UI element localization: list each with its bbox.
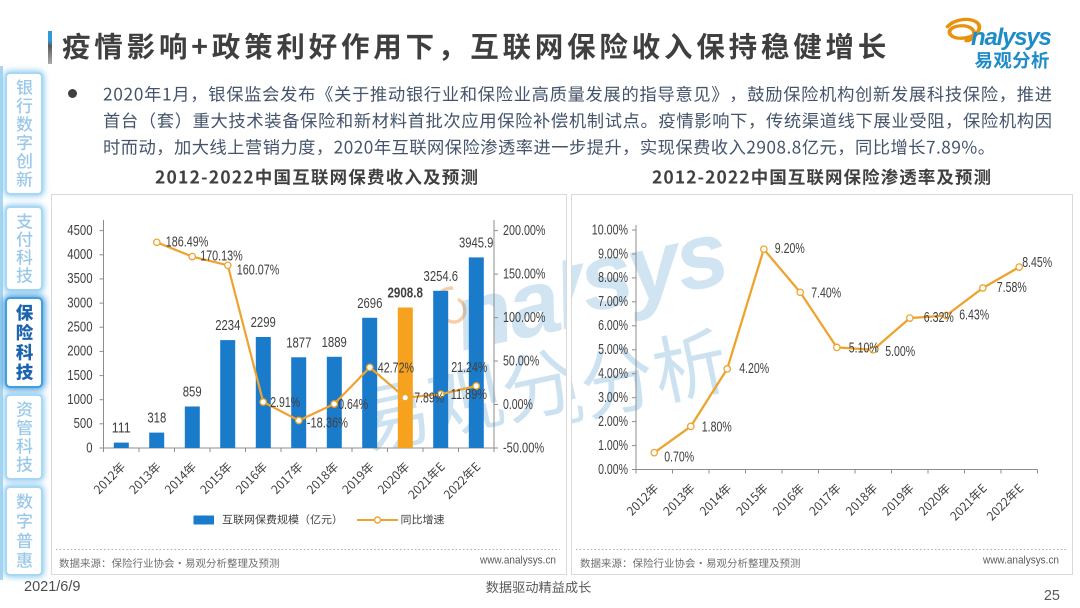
svg-text:7.00%: 7.00% <box>598 294 628 310</box>
svg-text:5.00%: 5.00% <box>598 342 628 358</box>
svg-text:6.32%: 6.32% <box>924 310 954 326</box>
svg-text:8.45%: 8.45% <box>1022 255 1052 271</box>
svg-text:111: 111 <box>112 421 131 437</box>
svg-text:2299: 2299 <box>251 315 276 331</box>
svg-text:4.20%: 4.20% <box>739 361 769 377</box>
svg-text:3000: 3000 <box>67 295 92 311</box>
svg-text:9.00%: 9.00% <box>598 246 628 262</box>
svg-text:0.00%: 0.00% <box>503 397 533 413</box>
svg-text:3500: 3500 <box>67 271 92 287</box>
svg-text:-50.00%: -50.00% <box>503 440 544 456</box>
svg-text:2000: 2000 <box>67 344 92 360</box>
svg-text:www.analysys.cn: www.analysys.cn <box>982 555 1059 567</box>
svg-text:7.40%: 7.40% <box>811 285 841 301</box>
svg-text:4.00%: 4.00% <box>598 366 628 382</box>
svg-text:200.00%: 200.00% <box>503 223 546 239</box>
svg-text:4000: 4000 <box>67 247 92 263</box>
svg-text:100.00%: 100.00% <box>503 310 546 326</box>
svg-text:8.00%: 8.00% <box>598 270 628 286</box>
svg-text:2908.8: 2908.8 <box>387 286 423 302</box>
svg-text:0.64%: 0.64% <box>338 397 368 413</box>
svg-text:2234: 2234 <box>215 318 240 334</box>
svg-text:0.70%: 0.70% <box>664 450 694 466</box>
svg-text:2.00%: 2.00% <box>598 414 628 430</box>
svg-text:2696: 2696 <box>357 296 382 312</box>
svg-text:1000: 1000 <box>67 392 92 408</box>
svg-text:21.24%: 21.24% <box>451 360 487 376</box>
svg-text:3945.9: 3945.9 <box>459 235 494 251</box>
svg-text:1877: 1877 <box>286 335 311 351</box>
svg-text:www.analysys.cn: www.analysys.cn <box>479 555 556 567</box>
svg-text:-18.36%: -18.36% <box>307 416 348 432</box>
svg-text:186.49%: 186.49% <box>166 234 209 250</box>
svg-text:0.00%: 0.00% <box>598 462 628 478</box>
svg-text:500: 500 <box>74 416 93 432</box>
svg-text:50.00%: 50.00% <box>503 353 539 369</box>
svg-text:160.07%: 160.07% <box>237 262 280 278</box>
svg-text:7.89%: 7.89% <box>414 391 444 407</box>
svg-text:5.10%: 5.10% <box>849 340 879 356</box>
svg-text:150.00%: 150.00% <box>503 266 546 282</box>
svg-text:11.89%: 11.89% <box>451 387 487 403</box>
svg-text:6.43%: 6.43% <box>959 308 989 324</box>
svg-text:1.00%: 1.00% <box>598 438 628 454</box>
svg-text:1500: 1500 <box>67 368 92 384</box>
svg-text:7.58%: 7.58% <box>997 280 1027 296</box>
svg-text:2.91%: 2.91% <box>270 395 300 411</box>
svg-text:25: 25 <box>1044 588 1060 604</box>
svg-text:1.80%: 1.80% <box>702 419 732 435</box>
svg-text:5.00%: 5.00% <box>885 344 915 360</box>
svg-text:9.20%: 9.20% <box>775 241 805 257</box>
svg-text:10.00%: 10.00% <box>592 222 628 238</box>
svg-text:2500: 2500 <box>67 320 92 336</box>
svg-text:4500: 4500 <box>67 223 92 239</box>
svg-text:0: 0 <box>86 440 92 456</box>
svg-text:1889: 1889 <box>322 335 347 351</box>
svg-text:3.00%: 3.00% <box>598 390 628 406</box>
svg-text:3254.6: 3254.6 <box>424 269 459 285</box>
svg-text:170.13%: 170.13% <box>200 249 243 265</box>
svg-text:42.72%: 42.72% <box>378 360 414 376</box>
svg-text:6.00%: 6.00% <box>598 318 628 334</box>
svg-text:nalysys: nalysys <box>971 24 1052 51</box>
svg-text:318: 318 <box>147 411 166 427</box>
svg-text:859: 859 <box>183 385 202 401</box>
svg-text:2021/6/9: 2021/6/9 <box>24 579 80 595</box>
